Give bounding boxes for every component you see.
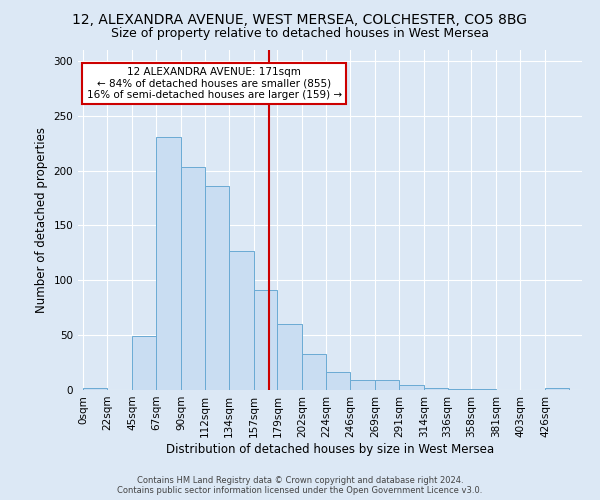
Bar	[399, 384, 424, 390]
Bar	[156, 136, 181, 390]
Bar	[375, 380, 399, 390]
Text: 12, ALEXANDRA AVENUE, WEST MERSEA, COLCHESTER, CO5 8BG: 12, ALEXANDRA AVENUE, WEST MERSEA, COLCH…	[73, 12, 527, 26]
Bar	[472, 389, 496, 390]
Bar	[229, 250, 254, 390]
Text: 12 ALEXANDRA AVENUE: 171sqm
← 84% of detached houses are smaller (855)
16% of se: 12 ALEXANDRA AVENUE: 171sqm ← 84% of det…	[86, 67, 341, 100]
Bar	[424, 388, 448, 390]
Text: Size of property relative to detached houses in West Mersea: Size of property relative to detached ho…	[111, 28, 489, 40]
Bar	[302, 354, 326, 390]
X-axis label: Distribution of detached houses by size in West Mersea: Distribution of detached houses by size …	[166, 442, 494, 456]
Bar	[350, 380, 375, 390]
Bar	[132, 336, 156, 390]
Bar	[254, 290, 277, 390]
Text: Contains HM Land Registry data © Crown copyright and database right 2024.
Contai: Contains HM Land Registry data © Crown c…	[118, 476, 482, 495]
Y-axis label: Number of detached properties: Number of detached properties	[35, 127, 48, 313]
Bar	[181, 168, 205, 390]
Bar	[205, 186, 229, 390]
Bar	[83, 388, 107, 390]
Bar	[277, 324, 302, 390]
Bar	[448, 389, 472, 390]
Bar	[326, 372, 350, 390]
Bar	[545, 388, 569, 390]
